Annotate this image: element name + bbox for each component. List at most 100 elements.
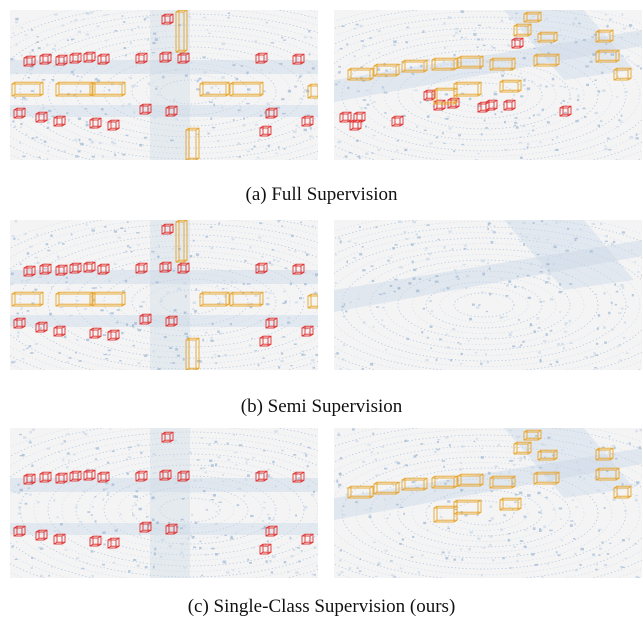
red-box	[89, 117, 102, 129]
orange-box	[453, 81, 482, 97]
red-box	[97, 53, 110, 65]
red-box	[89, 535, 102, 547]
lidar-scene-a-left	[10, 10, 318, 160]
red-box	[159, 261, 172, 273]
red-box	[135, 52, 148, 64]
red-box	[177, 262, 190, 274]
orange-box	[11, 81, 44, 97]
red-box	[97, 471, 110, 483]
orange-box	[595, 467, 620, 481]
red-box	[107, 329, 120, 341]
red-box	[53, 325, 66, 337]
red-box	[559, 105, 572, 117]
orange-box	[229, 291, 264, 307]
red-box	[477, 101, 490, 113]
orange-box	[453, 499, 482, 515]
orange-box	[613, 67, 632, 81]
orange-box	[433, 87, 458, 105]
red-box	[177, 470, 190, 482]
red-box	[39, 53, 52, 65]
detection-boxes	[11, 220, 318, 370]
orange-box	[513, 23, 532, 37]
red-box	[339, 111, 352, 123]
orange-box	[457, 55, 484, 69]
red-box	[423, 89, 436, 101]
red-box	[511, 37, 524, 49]
red-box	[255, 262, 268, 274]
point-cloud	[334, 10, 642, 160]
red-box	[292, 263, 305, 275]
orange-box	[373, 481, 400, 495]
orange-box	[457, 473, 484, 487]
red-box	[89, 327, 102, 339]
orange-box	[523, 429, 542, 441]
red-box	[259, 125, 272, 137]
red-box	[161, 13, 174, 25]
panel-c-left	[10, 428, 318, 578]
orange-box	[347, 67, 374, 81]
orange-box	[537, 449, 558, 461]
orange-box	[199, 81, 230, 97]
red-box	[55, 54, 68, 66]
orange-box	[595, 29, 614, 43]
red-box	[139, 521, 152, 533]
panel-b-right	[334, 220, 642, 370]
orange-box	[55, 81, 94, 97]
red-box	[13, 525, 26, 537]
orange-box	[307, 83, 318, 99]
red-box	[135, 262, 148, 274]
red-box	[55, 472, 68, 484]
panel-a-right	[334, 10, 642, 160]
red-box	[35, 529, 48, 541]
orange-box	[537, 31, 558, 43]
red-box	[177, 52, 190, 64]
orange-box	[489, 475, 516, 489]
red-box	[69, 52, 82, 64]
orange-box	[499, 497, 522, 511]
orange-box	[373, 63, 400, 77]
orange-box	[433, 505, 458, 523]
red-box	[35, 321, 48, 333]
red-box	[23, 473, 36, 485]
red-box	[165, 105, 178, 117]
caption-a: (a) Full Supervision	[245, 184, 398, 205]
orange-box	[199, 291, 230, 307]
orange-box	[533, 53, 560, 67]
orange-box	[401, 59, 428, 73]
point-cloud	[10, 10, 318, 160]
detection-boxes	[339, 11, 632, 131]
orange-box	[431, 475, 458, 489]
orange-box	[401, 477, 428, 491]
orange-box	[175, 10, 188, 53]
red-box	[159, 469, 172, 481]
red-box	[39, 471, 52, 483]
red-box	[83, 261, 96, 273]
red-box	[165, 523, 178, 535]
orange-box	[175, 220, 188, 263]
lidar-scene-c-left	[10, 428, 318, 578]
red-box	[139, 103, 152, 115]
red-box	[292, 53, 305, 65]
red-box	[97, 263, 110, 275]
orange-box	[595, 447, 614, 461]
red-box	[292, 471, 305, 483]
orange-box	[347, 485, 374, 499]
red-box	[391, 115, 404, 127]
point-cloud	[334, 220, 642, 370]
orange-box	[489, 57, 516, 71]
orange-box	[185, 337, 200, 370]
red-box	[53, 115, 66, 127]
red-box	[301, 115, 314, 127]
orange-box	[229, 81, 264, 97]
orange-box	[595, 49, 620, 63]
red-box	[69, 470, 82, 482]
red-box	[161, 431, 174, 443]
orange-box	[513, 441, 532, 455]
lidar-scene-a-right	[334, 10, 642, 160]
red-box	[265, 107, 278, 119]
red-box	[349, 119, 362, 131]
red-box	[265, 317, 278, 329]
orange-box	[613, 485, 632, 499]
red-box	[165, 315, 178, 327]
red-box	[161, 223, 174, 235]
